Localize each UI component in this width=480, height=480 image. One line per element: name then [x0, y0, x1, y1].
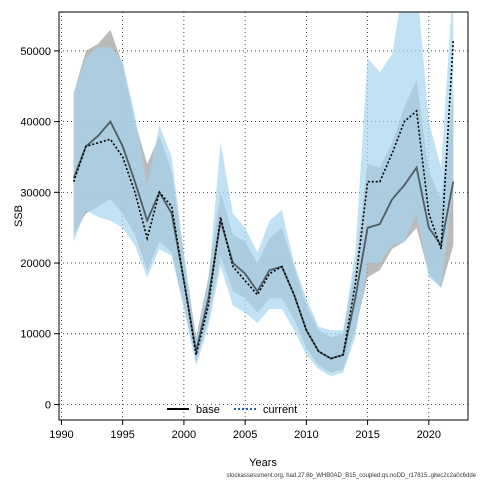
x-tick-label-2005: 2005	[233, 429, 257, 441]
y-tick-label-30000: 30000	[20, 187, 51, 199]
y-tick-label-40000: 40000	[20, 117, 51, 129]
series-line-base	[72, 119, 455, 360]
legend-base-label: base	[196, 404, 220, 416]
y-tick-label-50000: 50000	[20, 46, 51, 58]
x-tick-label-1995: 1995	[110, 429, 134, 441]
x-axis-title: Years	[249, 457, 277, 469]
plot-frame	[58, 11, 469, 421]
footnote: stockassessment.org, had.27.6b_WHB0AD_B1…	[227, 473, 477, 479]
ribbon-current	[73, 12, 454, 377]
x-tick-label-2010: 2010	[294, 429, 318, 441]
confidence-ribbons	[73, 12, 454, 377]
legend: base current	[167, 404, 297, 416]
y-tick-label-20000: 20000	[20, 258, 51, 270]
y-tick-label-10000: 10000	[20, 329, 51, 341]
y-axis: 0 10000 20000 30000 40000 50000	[20, 46, 59, 411]
series-lines	[72, 40, 455, 360]
x-axis: 1990 1995 2000 2005 2010 2015 2020	[49, 420, 441, 441]
y-axis-title: SSB	[13, 205, 25, 227]
x-tick-label-2020: 2020	[417, 429, 441, 441]
x-tick-label-2000: 2000	[172, 429, 196, 441]
series-line-current	[72, 40, 455, 360]
x-tick-label-2015: 2015	[355, 429, 379, 441]
y-tick-label-0: 0	[45, 399, 51, 411]
x-tick-label-1990: 1990	[49, 429, 73, 441]
legend-current-label: current	[263, 404, 297, 416]
